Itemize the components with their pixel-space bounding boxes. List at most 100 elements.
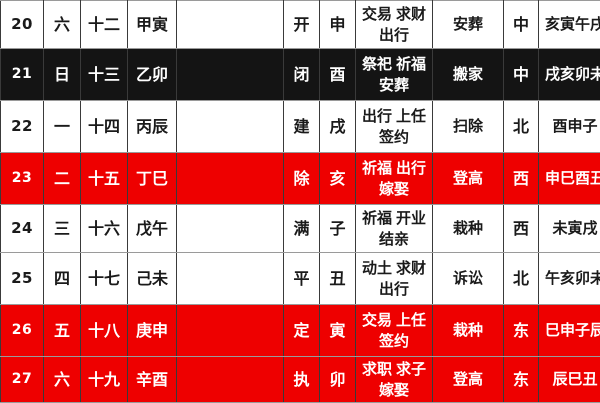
auspicious-line-1: 交易求财 [356, 4, 432, 24]
cell-blank [177, 101, 284, 153]
cell-jianchu: 满 [284, 205, 320, 253]
activity-word: 祈福 [362, 209, 392, 227]
auspicious-line-1: 求职求子 [356, 359, 432, 379]
cell-inauspicious-activity: 栽种 [433, 305, 504, 357]
cell-inauspicious-activity: 搬家 [433, 49, 504, 101]
cell-day-number[interactable]: 26 [1, 305, 44, 357]
cell-lucky-hours: 辰巳丑 [539, 357, 600, 403]
cell-weekday: 三 [44, 205, 81, 253]
cell-lucky-hours: 亥寅午戌 [539, 1, 600, 49]
cell-jianchu: 执 [284, 357, 320, 403]
activity-word: 结亲 [379, 230, 409, 248]
auspicious-line-1: 动土求财 [356, 258, 432, 278]
cell-chong: 戌 [320, 101, 356, 153]
cell-direction: 中 [504, 1, 539, 49]
cell-day-number[interactable]: 20 [1, 1, 44, 49]
cell-day-number[interactable]: 25 [1, 253, 44, 305]
cell-lunar-date: 十二 [81, 1, 128, 49]
cell-blank [177, 357, 284, 403]
cell-lunar-date: 十九 [81, 357, 128, 403]
activity-word: 嫁娶 [379, 180, 409, 198]
cell-weekday: 六 [44, 1, 81, 49]
cell-lucky-hours: 申巳酉丑 [539, 153, 600, 205]
cell-auspicious-activities: 交易求财出行 [356, 1, 433, 49]
auspicious-line-1: 交易上任 [356, 310, 432, 330]
cell-lucky-hours: 酉申子 [539, 101, 600, 153]
cell-chong: 子 [320, 205, 356, 253]
auspicious-line-2: 签约 [356, 127, 432, 147]
cell-chong: 申 [320, 1, 356, 49]
cell-auspicious-activities: 出行上任签约 [356, 101, 433, 153]
auspicious-line-1: 祈福出行 [356, 158, 432, 178]
cell-chong: 亥 [320, 153, 356, 205]
cell-jianchu: 闭 [284, 49, 320, 101]
cell-auspicious-activities: 交易上任签约 [356, 305, 433, 357]
cell-inauspicious-activity: 登高 [433, 153, 504, 205]
cell-blank [177, 253, 284, 305]
cell-inauspicious-activity: 扫除 [433, 101, 504, 153]
activity-word: 安葬 [379, 76, 409, 94]
activity-word: 求财 [396, 259, 426, 277]
activity-word: 祭祀 [362, 55, 392, 73]
cell-blank [177, 153, 284, 205]
cell-blank [177, 49, 284, 101]
cell-chong: 寅 [320, 305, 356, 357]
auspicious-line-2: 结亲 [356, 229, 432, 249]
cell-lucky-hours: 巳申子辰 [539, 305, 600, 357]
cell-jianchu: 建 [284, 101, 320, 153]
auspicious-line-2: 签约 [356, 331, 432, 351]
cell-blank [177, 305, 284, 357]
activity-word: 祈福 [396, 55, 426, 73]
cell-lunar-date: 十三 [81, 49, 128, 101]
activity-word: 求职 [362, 360, 392, 378]
cell-ganzhi: 己未 [128, 253, 177, 305]
activity-word: 求子 [396, 360, 426, 378]
cell-weekday: 二 [44, 153, 81, 205]
activity-word: 动土 [362, 259, 392, 277]
auspicious-line-1: 祈福开业 [356, 208, 432, 228]
cell-inauspicious-activity: 登高 [433, 357, 504, 403]
activity-word: 交易 [362, 311, 392, 329]
auspicious-line-1: 祭祀祈福 [356, 54, 432, 74]
cell-ganzhi: 庚申 [128, 305, 177, 357]
activity-word: 求财 [396, 5, 426, 23]
cell-auspicious-activities: 祈福开业结亲 [356, 205, 433, 253]
cell-inauspicious-activity: 安葬 [433, 1, 504, 49]
cell-weekday: 日 [44, 49, 81, 101]
cell-jianchu: 平 [284, 253, 320, 305]
activity-word: 祈福 [362, 159, 392, 177]
cell-auspicious-activities: 动土求财出行 [356, 253, 433, 305]
cell-lucky-hours: 未寅戌 [539, 205, 600, 253]
cell-lunar-date: 十四 [81, 101, 128, 153]
cell-day-number[interactable]: 23 [1, 153, 44, 205]
cell-ganzhi: 甲寅 [128, 1, 177, 49]
activity-word: 签约 [379, 332, 409, 350]
cell-day-number[interactable]: 24 [1, 205, 44, 253]
cell-lucky-hours: 午亥卯未 [539, 253, 600, 305]
activity-word: 上任 [396, 107, 426, 125]
cell-day-number[interactable]: 22 [1, 101, 44, 153]
activity-word: 开业 [396, 209, 426, 227]
cell-direction: 东 [504, 357, 539, 403]
cell-day-number[interactable]: 27 [1, 357, 44, 403]
cell-lunar-date: 十五 [81, 153, 128, 205]
cell-direction: 北 [504, 101, 539, 153]
cell-direction: 西 [504, 205, 539, 253]
cell-day-number[interactable]: 21 [1, 49, 44, 101]
auspicious-line-2: 出行 [356, 279, 432, 299]
cell-lunar-date: 十七 [81, 253, 128, 305]
cell-blank [177, 1, 284, 49]
cell-lunar-date: 十八 [81, 305, 128, 357]
cell-direction: 西 [504, 153, 539, 205]
cell-direction: 东 [504, 305, 539, 357]
cell-chong: 酉 [320, 49, 356, 101]
